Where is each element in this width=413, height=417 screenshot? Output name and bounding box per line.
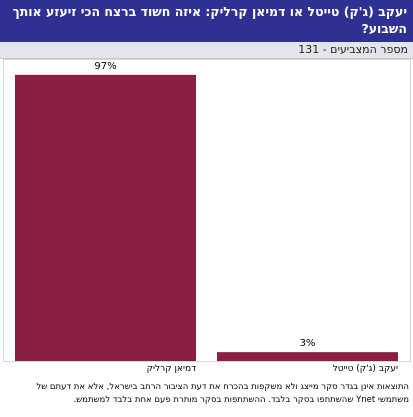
poll-title: יעקב (ג'ק) טייטל או דמיאן קרליק: איזה חש…	[0, 0, 413, 42]
category-label-2: יעקב (ג'ק) טייטל	[332, 364, 398, 374]
disclaimer-footnote: התוצאות אינן בגדר סקר מייצג ולא משקפות ב…	[36, 382, 409, 405]
category-label-1: דמיאן קרליק	[146, 364, 196, 374]
bar-2	[217, 352, 398, 361]
voters-count: מספר המצביעים - 131	[0, 42, 413, 59]
chart-frame	[3, 59, 411, 362]
value-label-2: 3%	[299, 338, 316, 350]
value-label-1: 97%	[94, 60, 117, 72]
bar-1	[15, 74, 196, 361]
